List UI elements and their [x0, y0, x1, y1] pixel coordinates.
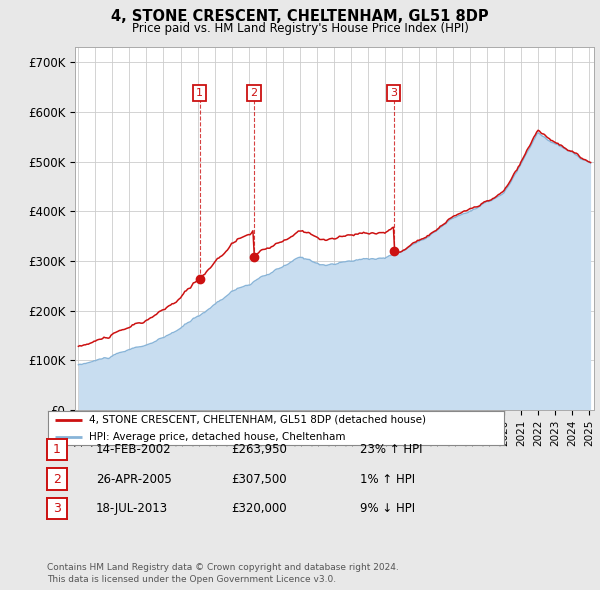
Text: 1: 1: [53, 443, 61, 456]
Text: £263,950: £263,950: [231, 443, 287, 456]
Text: 2: 2: [53, 473, 61, 486]
Text: Contains HM Land Registry data © Crown copyright and database right 2024.
This d: Contains HM Land Registry data © Crown c…: [47, 563, 398, 584]
Text: 3: 3: [53, 502, 61, 515]
Text: 1: 1: [196, 88, 203, 98]
Text: £320,000: £320,000: [231, 502, 287, 515]
Text: 4, STONE CRESCENT, CHELTENHAM, GL51 8DP: 4, STONE CRESCENT, CHELTENHAM, GL51 8DP: [111, 9, 489, 24]
Text: 18-JUL-2013: 18-JUL-2013: [96, 502, 168, 515]
Text: 2: 2: [250, 88, 257, 98]
Text: 23% ↑ HPI: 23% ↑ HPI: [360, 443, 422, 456]
Text: 1% ↑ HPI: 1% ↑ HPI: [360, 473, 415, 486]
Text: 26-APR-2005: 26-APR-2005: [96, 473, 172, 486]
Text: Price paid vs. HM Land Registry's House Price Index (HPI): Price paid vs. HM Land Registry's House …: [131, 22, 469, 35]
Text: 3: 3: [391, 88, 397, 98]
Text: 4, STONE CRESCENT, CHELTENHAM, GL51 8DP (detached house): 4, STONE CRESCENT, CHELTENHAM, GL51 8DP …: [89, 415, 426, 425]
Text: £307,500: £307,500: [231, 473, 287, 486]
Text: 9% ↓ HPI: 9% ↓ HPI: [360, 502, 415, 515]
Text: HPI: Average price, detached house, Cheltenham: HPI: Average price, detached house, Chel…: [89, 432, 346, 442]
Text: 14-FEB-2002: 14-FEB-2002: [96, 443, 172, 456]
